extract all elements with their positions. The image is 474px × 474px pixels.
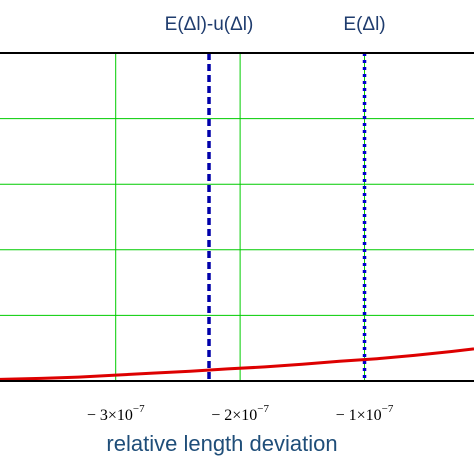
x-tick-labels: − 3×10−7 − 2×10−7 − 1×10−7: [87, 403, 394, 424]
marker-label-1: E(Δl): [343, 14, 385, 35]
series-line-0: [0, 347, 474, 381]
x-tick-label: − 1×10−7: [336, 403, 394, 424]
series: [0, 347, 474, 381]
reference-markers: [207, 53, 367, 381]
marker-labels: E(Δl)-u(Δl) E(Δl): [165, 14, 386, 35]
x-tick-label: − 2×10−7: [211, 403, 269, 424]
plot-frame: [0, 52, 474, 382]
x-axis-label: relative length deviation: [106, 431, 337, 456]
x-tick-label: − 3×10−7: [87, 403, 145, 424]
marker-label-0: E(Δl)-u(Δl): [165, 14, 254, 35]
grid: [0, 52, 474, 381]
